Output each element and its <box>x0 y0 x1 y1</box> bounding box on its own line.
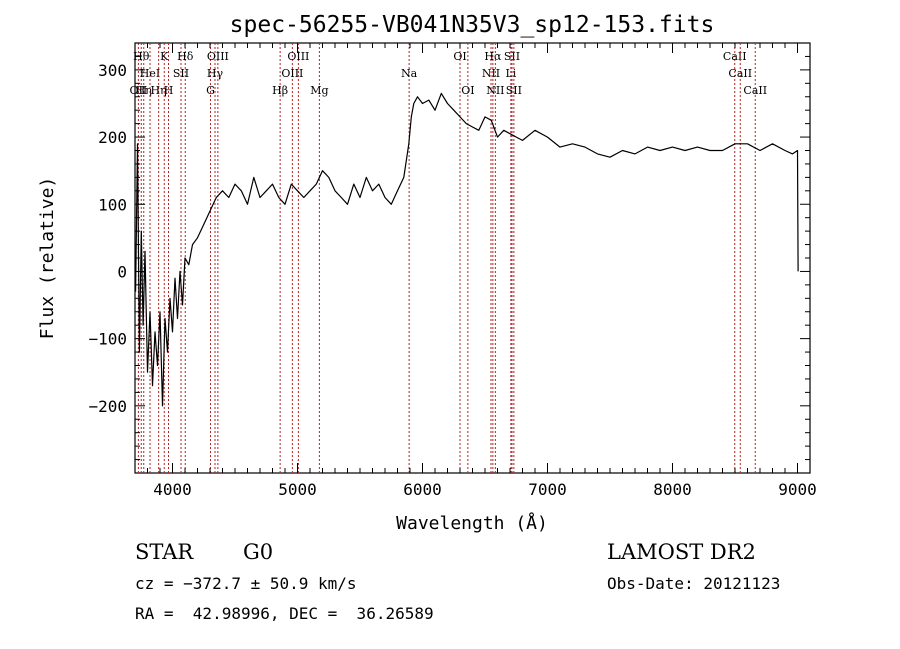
spectrum-line-0 <box>135 92 799 407</box>
marker-label-2: Hη <box>136 84 152 97</box>
marker-label-10: Hγ <box>207 67 224 80</box>
marker-label-9: G <box>206 84 215 97</box>
marker-label-21: NII <box>486 84 504 97</box>
marker-label-17: OI <box>453 50 466 63</box>
plot-frame <box>134 42 811 474</box>
x-tick-label-3: 7000 <box>528 480 567 499</box>
marker-label-25: CaII <box>723 50 747 63</box>
x-tick-label-1: 5000 <box>278 480 317 499</box>
chart-title: spec-56255-VB041N35V3_sp12-153.fits <box>230 12 715 38</box>
spectrum-series <box>135 92 799 407</box>
redshift-text: cz = −372.7 ± 50.9 km/s <box>135 574 357 593</box>
axes: 4000 5000 6000 7000 8000 9000 −200 −100 0 100 200 3… <box>88 42 817 499</box>
coordinates: RA = 42.98996, DEC = 36.26589 <box>135 604 434 623</box>
x-tick-label-0: 4000 <box>153 480 192 499</box>
y-tick-label-4: 200 <box>98 128 127 147</box>
y-tick-label-2: 0 <box>117 262 127 281</box>
obs-date: Obs-Date: 20121123 <box>607 574 781 593</box>
marker-label-23: SII <box>504 50 520 63</box>
survey-label: LAMOST DR2 <box>607 540 756 564</box>
marker-label-4: Hη <box>151 84 167 97</box>
marker-label-27: CaII <box>743 84 767 97</box>
line-markers: OII Hθ Hη HeI Hη K H SII Hδ G Hγ OIII Hβ OIII OIII Mg Na… <box>130 43 767 473</box>
marker-label-1: Hθ <box>133 50 150 63</box>
x-axis-label: Wavelength (Å) <box>396 512 548 534</box>
marker-label-16: Na <box>401 67 418 80</box>
marker-label-11: OIII <box>207 50 229 63</box>
x-tick-label-5: 9000 <box>778 480 817 499</box>
marker-label-15: Mg <box>310 84 328 97</box>
marker-label-26: CaII <box>728 67 752 80</box>
marker-label-18: OI <box>461 84 474 97</box>
marker-label-8: Hδ <box>177 50 194 63</box>
marker-label-6: H <box>164 84 174 97</box>
marker-label-24: SII <box>506 84 522 97</box>
object-class: STAR <box>135 540 194 564</box>
y-axis-label: Flux (relative) <box>37 177 58 340</box>
marker-label-12: Hβ <box>272 84 288 97</box>
object-subclass: G0 <box>243 540 274 564</box>
y-tick-label-0: −200 <box>88 397 127 416</box>
marker-label-14: OIII <box>287 50 309 63</box>
y-tick-label-5: 300 <box>98 61 127 80</box>
y-tick-label-1: −100 <box>88 330 127 349</box>
y-tick-label-3: 100 <box>98 195 127 214</box>
marker-label-20: Hα <box>484 50 502 63</box>
x-tick-label-2: 6000 <box>403 480 442 499</box>
marker-label-19: NII <box>482 67 500 80</box>
marker-label-5: K <box>160 50 169 63</box>
marker-label-0: OII <box>130 84 148 97</box>
x-tick-label-4: 8000 <box>653 480 692 499</box>
marker-label-3: HeI <box>140 67 160 80</box>
marker-label-7: SII <box>173 67 189 80</box>
marker-label-22: Li <box>505 67 516 80</box>
marker-label-13: OIII <box>281 67 303 80</box>
